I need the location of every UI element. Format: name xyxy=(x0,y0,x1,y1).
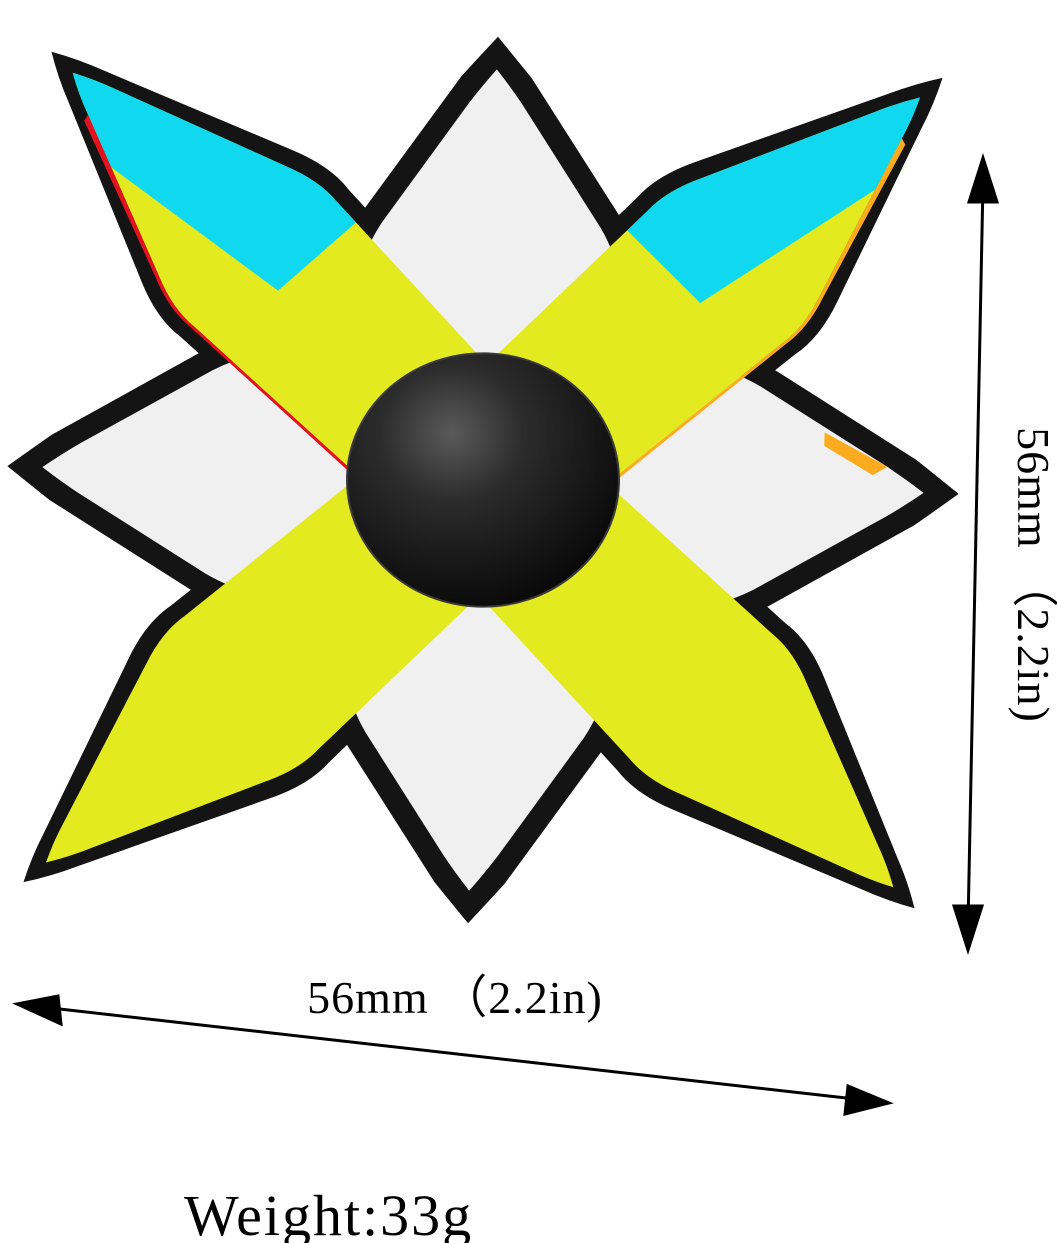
svg-text:56mm （2.2in): 56mm （2.2in) xyxy=(307,972,603,1023)
svg-text:56mm （2.2in): 56mm （2.2in) xyxy=(1008,427,1057,723)
svg-text:Weight:33g: Weight:33g xyxy=(184,1183,473,1243)
